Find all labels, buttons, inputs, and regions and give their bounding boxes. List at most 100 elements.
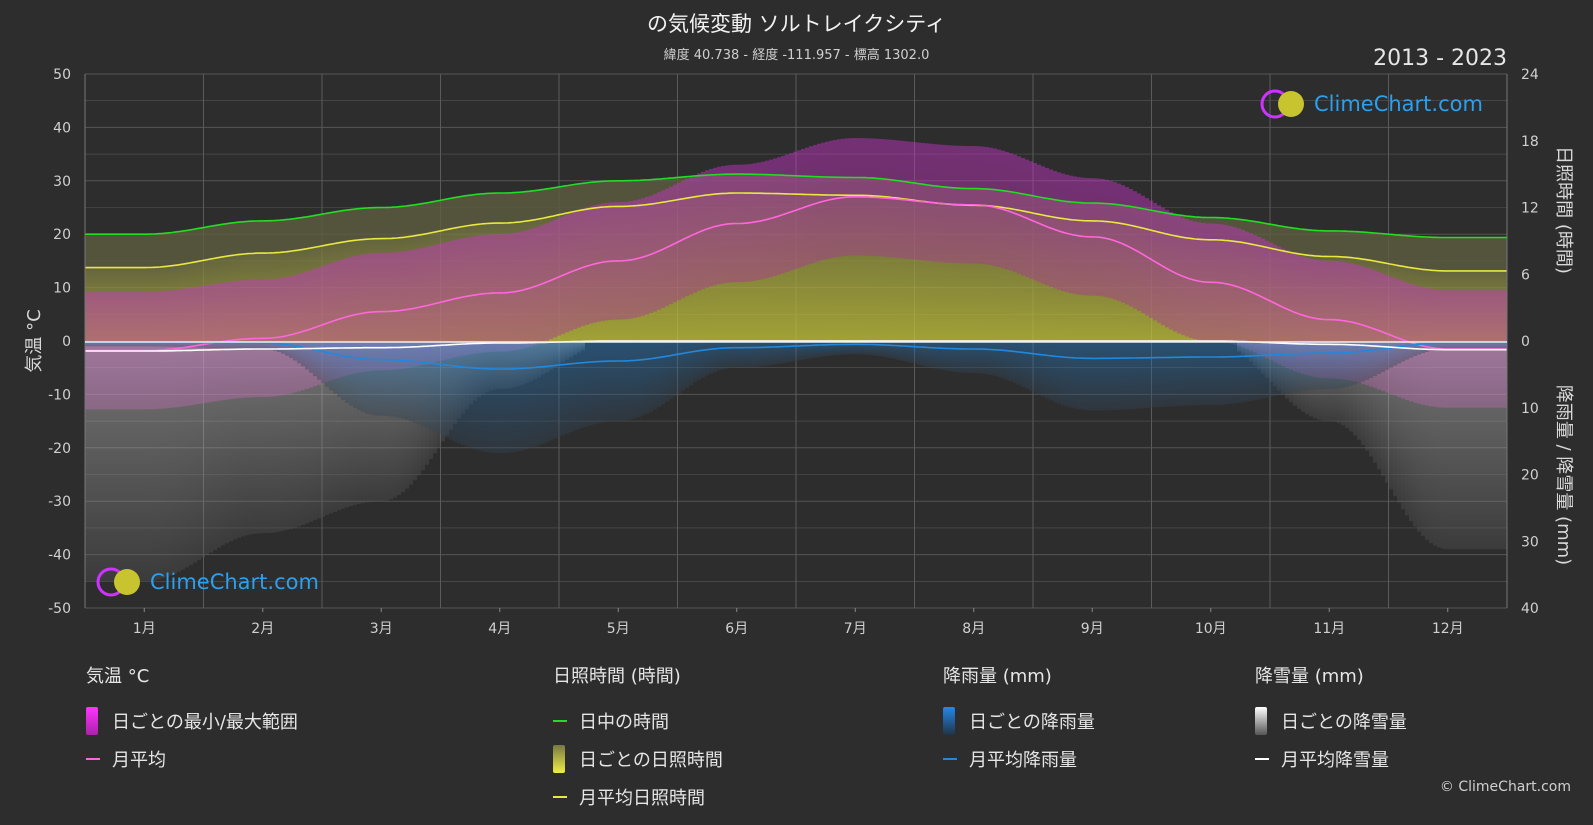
sunshine-daylight-band — [597, 181, 601, 208]
sunshine-daylight-band — [1301, 229, 1305, 255]
rain-daily-bar — [97, 341, 101, 347]
snow-daily-bar — [373, 341, 377, 502]
rain-daily-bar — [153, 341, 157, 347]
sunshine-daylight-band — [329, 212, 333, 245]
rain-daily-bar — [817, 341, 821, 358]
snow-daily-bar — [1401, 341, 1405, 510]
sunshine-daily-bar — [805, 194, 809, 341]
sunshine-daylight-band — [657, 179, 661, 203]
rain-daily-bar — [145, 341, 149, 347]
sunshine-daily-bar — [837, 195, 841, 341]
sunshine-daylight-band — [365, 207, 369, 240]
legend-sun-header: 日照時間 (時間) — [553, 666, 681, 687]
sunshine-daylight-band — [1461, 237, 1465, 271]
rain-daily-bar — [729, 341, 733, 369]
sunshine-daily-bar — [953, 204, 957, 341]
rain-daily-bar — [781, 341, 785, 364]
rain-daily-bar — [1469, 341, 1473, 350]
rain-daily-bar — [997, 341, 1001, 378]
rain-daily-bar — [621, 341, 625, 421]
rain-daily-bar — [949, 341, 953, 372]
rain-daily-bar — [1385, 341, 1389, 370]
sunshine-daylight-band — [605, 181, 609, 207]
rain-daily-bar — [1329, 341, 1333, 390]
logo-bottom: ClimeChart.com — [96, 566, 319, 598]
sunshine-daylight-band — [153, 233, 157, 268]
rain-daily-bar — [437, 341, 441, 434]
rain-daily-bar — [1021, 341, 1025, 387]
sunshine-daily-bar — [993, 206, 997, 341]
rain-daily-bar — [469, 341, 473, 448]
rain-daily-bar — [1313, 341, 1317, 390]
snow-daily-bar — [261, 341, 265, 534]
snow-daily-bar — [1361, 341, 1365, 446]
snow-daily-bar — [241, 341, 245, 537]
logo-text: ClimeChart.com — [150, 570, 319, 594]
snow-daily-bar — [301, 341, 305, 525]
rain-daily-bar — [381, 341, 385, 416]
rain-daily-bar — [253, 341, 257, 349]
snow-daily-bar — [1449, 341, 1453, 550]
rain-daily-bar — [737, 341, 741, 368]
sunshine-daylight-band — [1381, 233, 1385, 263]
sunshine-daily-bar — [921, 201, 925, 341]
sunshine-daylight-band — [369, 207, 373, 239]
sunshine-daylight-band — [497, 193, 501, 224]
rain-daily-bar — [497, 341, 501, 454]
sunshine-daily-bar — [853, 195, 857, 341]
sunshine-daylight-band — [509, 192, 513, 223]
rain-daily-bar — [149, 341, 153, 347]
sunshine-daylight-band — [377, 207, 381, 239]
rain-daily-bar — [361, 341, 365, 412]
snow-daily-bar — [153, 341, 157, 581]
rain-daily-bar — [961, 341, 965, 373]
legend-rain-avg-label: 月平均降雨量 — [969, 750, 1077, 771]
logo-icon — [1260, 89, 1304, 119]
rain-daily-bar — [1365, 341, 1369, 380]
sunshine-daylight-band — [221, 224, 225, 257]
sunshine-daylight-band — [173, 232, 177, 266]
rain-daily-bar — [1437, 341, 1441, 350]
sunshine-daylight-band — [205, 226, 209, 260]
sunshine-daily-bar — [825, 194, 829, 341]
rain-daily-bar — [837, 341, 841, 355]
rain-daily-bar — [505, 341, 509, 453]
rain-daily-bar — [1153, 341, 1157, 408]
rain-daily-bar — [713, 341, 717, 373]
sunshine-daylight-band — [209, 226, 213, 259]
snow-daily-bar — [129, 341, 133, 582]
sunshine-daylight-band — [393, 207, 397, 239]
sunshine-daylight-band — [425, 202, 429, 234]
sunshine-daylight-band — [1421, 236, 1425, 270]
sunshine-daylight-band — [389, 207, 393, 239]
rain-daily-bar — [669, 341, 673, 399]
snow-daily-bar — [1421, 341, 1425, 536]
rain-daily-bar — [973, 341, 977, 374]
snow-daily-bar — [1465, 341, 1469, 550]
sunshine-daylight-band — [1349, 231, 1353, 258]
sunshine-daylight-band — [397, 206, 401, 238]
sunshine-daylight-band — [569, 185, 573, 213]
sunshine-daylight-band — [1385, 234, 1389, 264]
rain-daily-bar — [117, 341, 121, 347]
sunshine-daylight-band — [1289, 227, 1293, 253]
rain-daily-bar — [1185, 341, 1189, 406]
rain-daily-bar — [913, 341, 917, 364]
snow-daily-bar — [113, 341, 117, 582]
sunshine-daylight-band — [277, 220, 281, 253]
rain-daily-bar — [477, 341, 481, 451]
rain-daily-bar — [1029, 341, 1033, 391]
y-right-bottom-tick-label: 30 — [1521, 534, 1539, 550]
rain-daily-bar — [1317, 341, 1321, 390]
rain-daily-bar — [389, 341, 393, 417]
sunshine-daylight-band — [1497, 237, 1501, 271]
rain-daily-bar — [273, 341, 277, 351]
snow-daily-bar — [1389, 341, 1393, 490]
y-left-tick-label: 20 — [53, 227, 71, 243]
snow-daily-bar — [385, 341, 389, 501]
rain-daily-bar — [1121, 341, 1125, 410]
snow-daily-bar — [357, 341, 361, 504]
rain-daily-bar — [969, 341, 973, 374]
sunshine-daylight-band — [1337, 230, 1341, 257]
sunshine-daylight-band — [461, 196, 465, 227]
